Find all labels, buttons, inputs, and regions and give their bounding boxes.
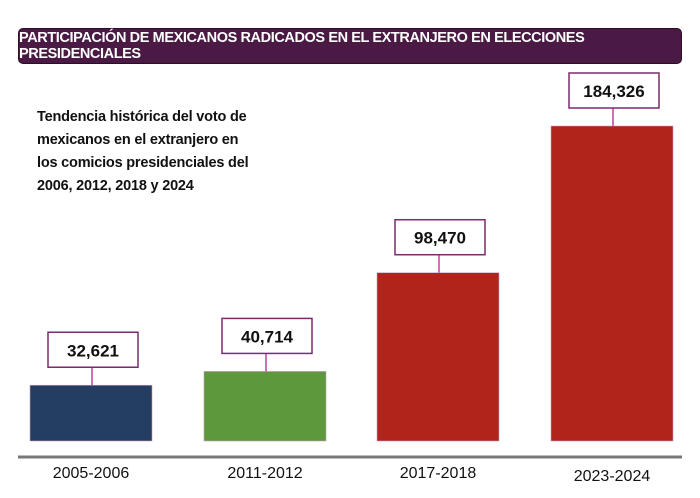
category-label: 2005-2006 xyxy=(53,465,130,482)
chart-title: PARTICIPACIÓN DE MEXICANOS RADICADOS EN … xyxy=(18,28,682,64)
bar-2011-2012 xyxy=(203,371,327,442)
category-label: 2011-2012 xyxy=(227,465,302,482)
value-label: 32,621 xyxy=(67,341,119,360)
value-label: 40,714 xyxy=(241,327,294,346)
value-label-box xyxy=(568,72,660,109)
value-label: 98,470 xyxy=(414,229,466,248)
value-label-box xyxy=(47,331,139,369)
bar-2023-2024 xyxy=(550,125,674,442)
bar-2005-2006 xyxy=(29,384,153,442)
bar-2017-2018 xyxy=(376,272,500,442)
chart-annotation: Tendencia histórica del voto de mexicano… xyxy=(37,109,249,194)
category-label: 2017-2018 xyxy=(400,465,477,482)
category-label: 2023-2024 xyxy=(574,468,651,485)
value-label-box xyxy=(394,218,486,256)
value-label-box xyxy=(221,317,313,355)
value-label: 184,326 xyxy=(583,82,644,101)
